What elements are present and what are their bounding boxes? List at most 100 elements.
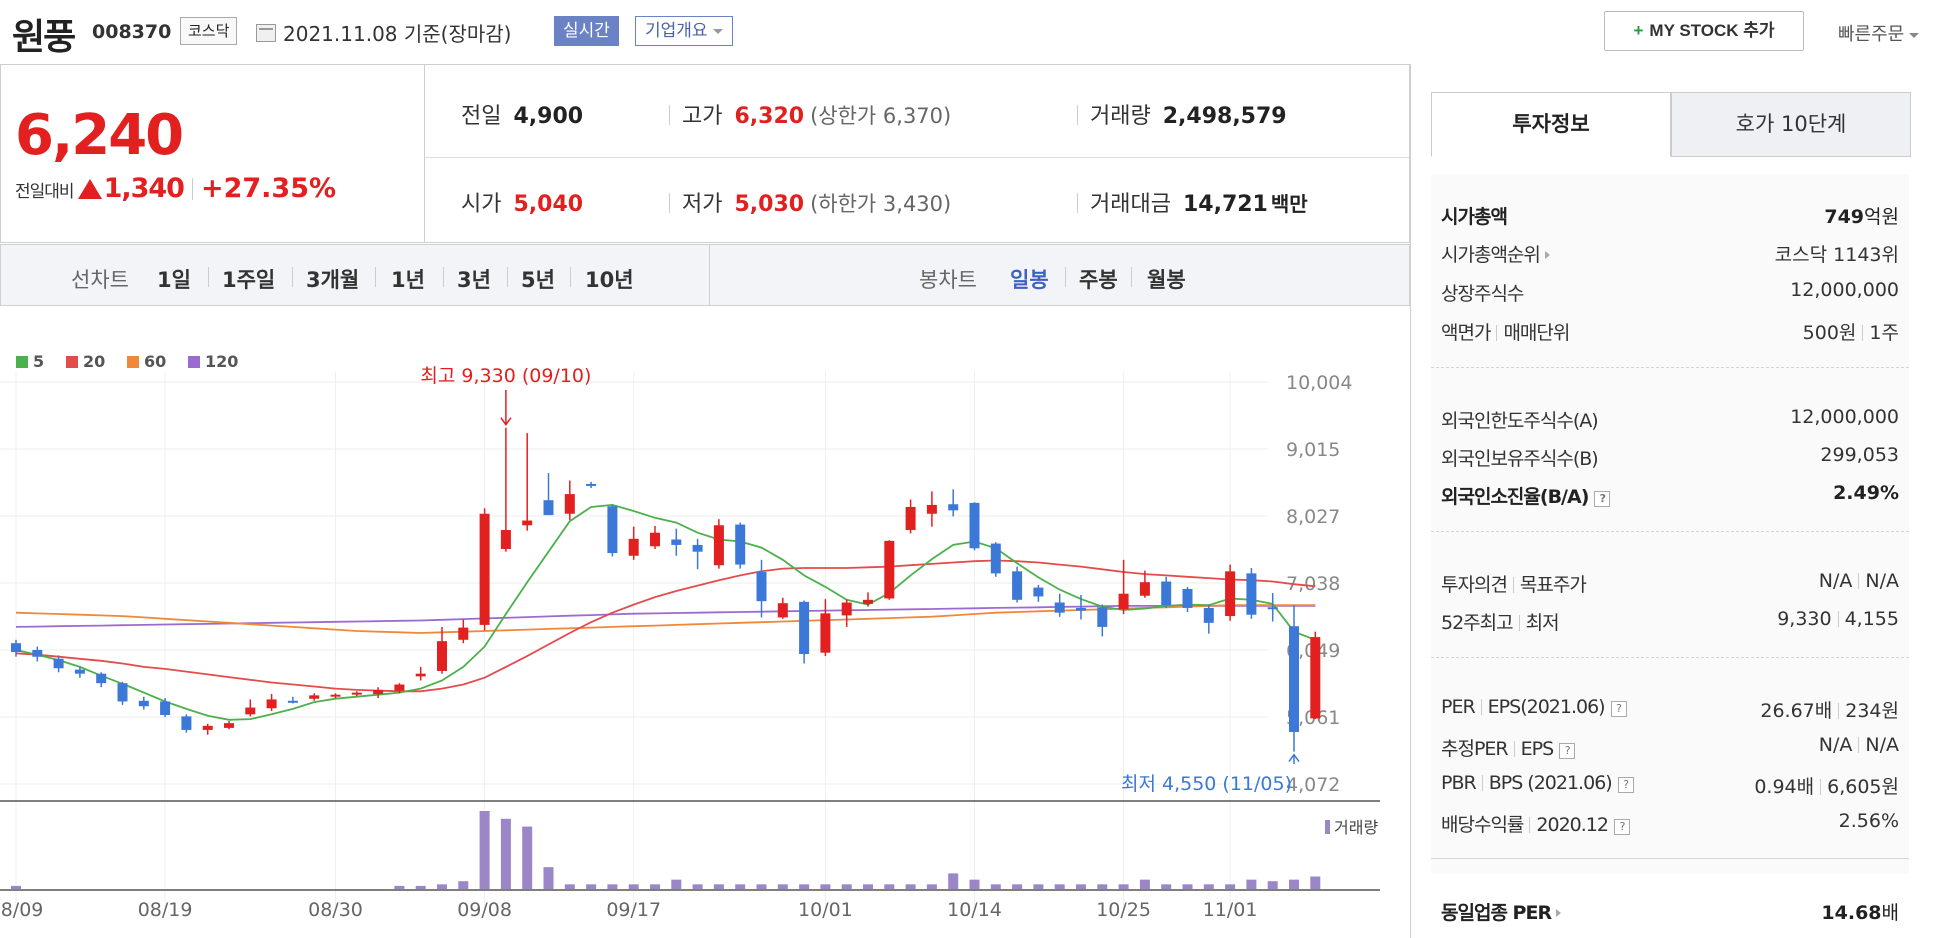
candle-body xyxy=(692,544,703,552)
help-icon[interactable]: ? xyxy=(1617,777,1634,793)
volume-bar xyxy=(564,884,575,889)
candle-monthly[interactable]: 월봉 xyxy=(1147,268,1186,292)
price-chart[interactable]: 10,0049,0158,0277,0386,0495,0614,07208/0… xyxy=(0,306,1410,938)
divider xyxy=(1496,325,1498,341)
legend-swatch xyxy=(127,356,139,368)
candle-body xyxy=(117,683,128,702)
low-value: 5,030 xyxy=(734,192,805,217)
help-icon[interactable]: ? xyxy=(1594,491,1611,507)
info-value-text: 0.94배 xyxy=(1754,776,1815,798)
info-label: 52주최고 최저 xyxy=(1441,608,1560,635)
info-label-text: 배당수익률 xyxy=(1441,814,1524,836)
line-chart-label: 선차트 xyxy=(71,268,129,292)
y-tick-label: 7,038 xyxy=(1286,573,1340,595)
divider xyxy=(1820,779,1822,795)
period-1week[interactable]: 1주일 xyxy=(222,268,276,292)
price-chart-svg: 10,0049,0158,0277,0386,0495,0614,07208/0… xyxy=(0,352,1380,921)
add-my-stock-label: MY STOCK 추가 xyxy=(1649,21,1775,40)
volume-bar xyxy=(500,818,511,889)
candle-body xyxy=(287,700,298,703)
divider xyxy=(1858,737,1860,753)
period-1day[interactable]: 1일 xyxy=(157,268,191,292)
tab-hoga-10[interactable]: 호가 10단계 xyxy=(1671,92,1911,157)
help-icon[interactable]: ? xyxy=(1613,819,1630,835)
volume-bar xyxy=(756,884,767,889)
chevron-down-icon xyxy=(712,29,723,39)
info-value: 14.68배 xyxy=(1821,898,1899,925)
candle-body xyxy=(266,699,277,709)
candle-body xyxy=(351,692,362,695)
candle-body xyxy=(1012,571,1023,600)
calendar-icon[interactable] xyxy=(256,24,276,42)
help-icon[interactable]: ? xyxy=(1559,743,1576,759)
info-label-sub: 목표주가 xyxy=(1519,574,1587,596)
add-my-stock-button[interactable]: + MY STOCK 추가 xyxy=(1604,11,1804,51)
volume-bar xyxy=(1310,876,1321,889)
info-label-text: 액면가 xyxy=(1441,322,1491,344)
period-1year[interactable]: 1년 xyxy=(391,268,425,292)
candle-daily[interactable]: 일봉 xyxy=(1010,268,1049,292)
x-tick-label: 10/25 xyxy=(1096,899,1151,921)
y-tick-label: 8,027 xyxy=(1286,506,1340,528)
volume-bar xyxy=(1033,884,1044,889)
candle-body xyxy=(394,684,405,691)
volume-bar xyxy=(1012,884,1023,889)
candle-body xyxy=(1097,607,1108,627)
info-label: 외국인소진율(B/A)? xyxy=(1441,482,1611,509)
period-10year[interactable]: 10년 xyxy=(585,268,634,292)
x-tick-label: 10/14 xyxy=(947,899,1002,921)
info-row: 상장주식수 12,000,000 xyxy=(1431,271,1909,309)
legend-swatch xyxy=(66,356,78,368)
volume-bar xyxy=(607,884,618,889)
candle-body xyxy=(863,599,873,604)
candle-body xyxy=(245,707,256,715)
divider xyxy=(1513,741,1515,757)
divider xyxy=(1858,573,1860,589)
chevron-right-icon[interactable] xyxy=(1556,909,1562,917)
period-3month[interactable]: 3개월 xyxy=(306,268,360,292)
info-label-text: PBR xyxy=(1441,772,1477,794)
info-label: 액면가 매매단위 xyxy=(1441,318,1570,345)
volume-bar xyxy=(1054,884,1065,889)
trade-value-unit: 백만 xyxy=(1270,192,1308,216)
quick-order-button[interactable]: 빠른주문 xyxy=(1838,20,1919,46)
info-label-text: 52주최고 xyxy=(1441,612,1514,634)
tab-invest-info[interactable]: 투자정보 xyxy=(1431,92,1671,157)
plus-icon: + xyxy=(1633,21,1644,40)
info-row: 동일업종 등락률-1.03% xyxy=(1431,928,1909,938)
candle-body xyxy=(628,538,639,556)
open-label: 시가 xyxy=(461,192,502,217)
volume-bar xyxy=(458,881,469,889)
info-value-sub: N/A xyxy=(1865,570,1899,592)
volume-bar xyxy=(586,884,597,889)
candle-body xyxy=(650,532,660,547)
prev-close-label: 전일 xyxy=(461,104,502,129)
info-value-sub: 4,155 xyxy=(1844,608,1899,630)
volume-bar xyxy=(1225,884,1236,889)
open-price: 시가 5,040 xyxy=(461,186,583,218)
period-5year[interactable]: 5년 xyxy=(521,268,555,292)
candle-weekly[interactable]: 주봉 xyxy=(1079,268,1118,292)
info-row: 추정PER EPS? N/A N/A xyxy=(1431,726,1909,764)
info-value-text: 299,053 xyxy=(1820,444,1899,466)
divider xyxy=(1481,775,1483,791)
company-overview-dropdown[interactable]: 기업개요 xyxy=(635,16,733,46)
candle-body xyxy=(522,520,533,526)
volume-bar xyxy=(650,884,660,889)
stock-header: 원풍 008370 코스닥 2021.11.08 기준(장마감) 실시간 기업개… xyxy=(0,0,1938,62)
candle-body xyxy=(905,506,916,531)
chevron-right-icon[interactable] xyxy=(1544,251,1550,259)
help-icon[interactable]: ? xyxy=(1610,701,1627,717)
realtime-button[interactable]: 실시간 xyxy=(554,16,619,46)
period-3year[interactable]: 3년 xyxy=(457,268,491,292)
divider xyxy=(1065,267,1066,287)
volume-bar xyxy=(905,884,916,889)
upper-limit: (상한가 6,370) xyxy=(810,104,952,128)
trade-value: 거래대금 14,721 백만 xyxy=(1077,186,1308,218)
candle-body xyxy=(479,513,490,625)
investment-info-panel: 투자정보 호가 10단계 시가총액 749억원 시가총액순위 코스닥 1143위 상장주… xyxy=(1410,64,1938,938)
divider xyxy=(1077,105,1078,125)
candle-body xyxy=(373,689,384,695)
legend-swatch xyxy=(188,356,200,368)
candle-body xyxy=(32,649,43,657)
